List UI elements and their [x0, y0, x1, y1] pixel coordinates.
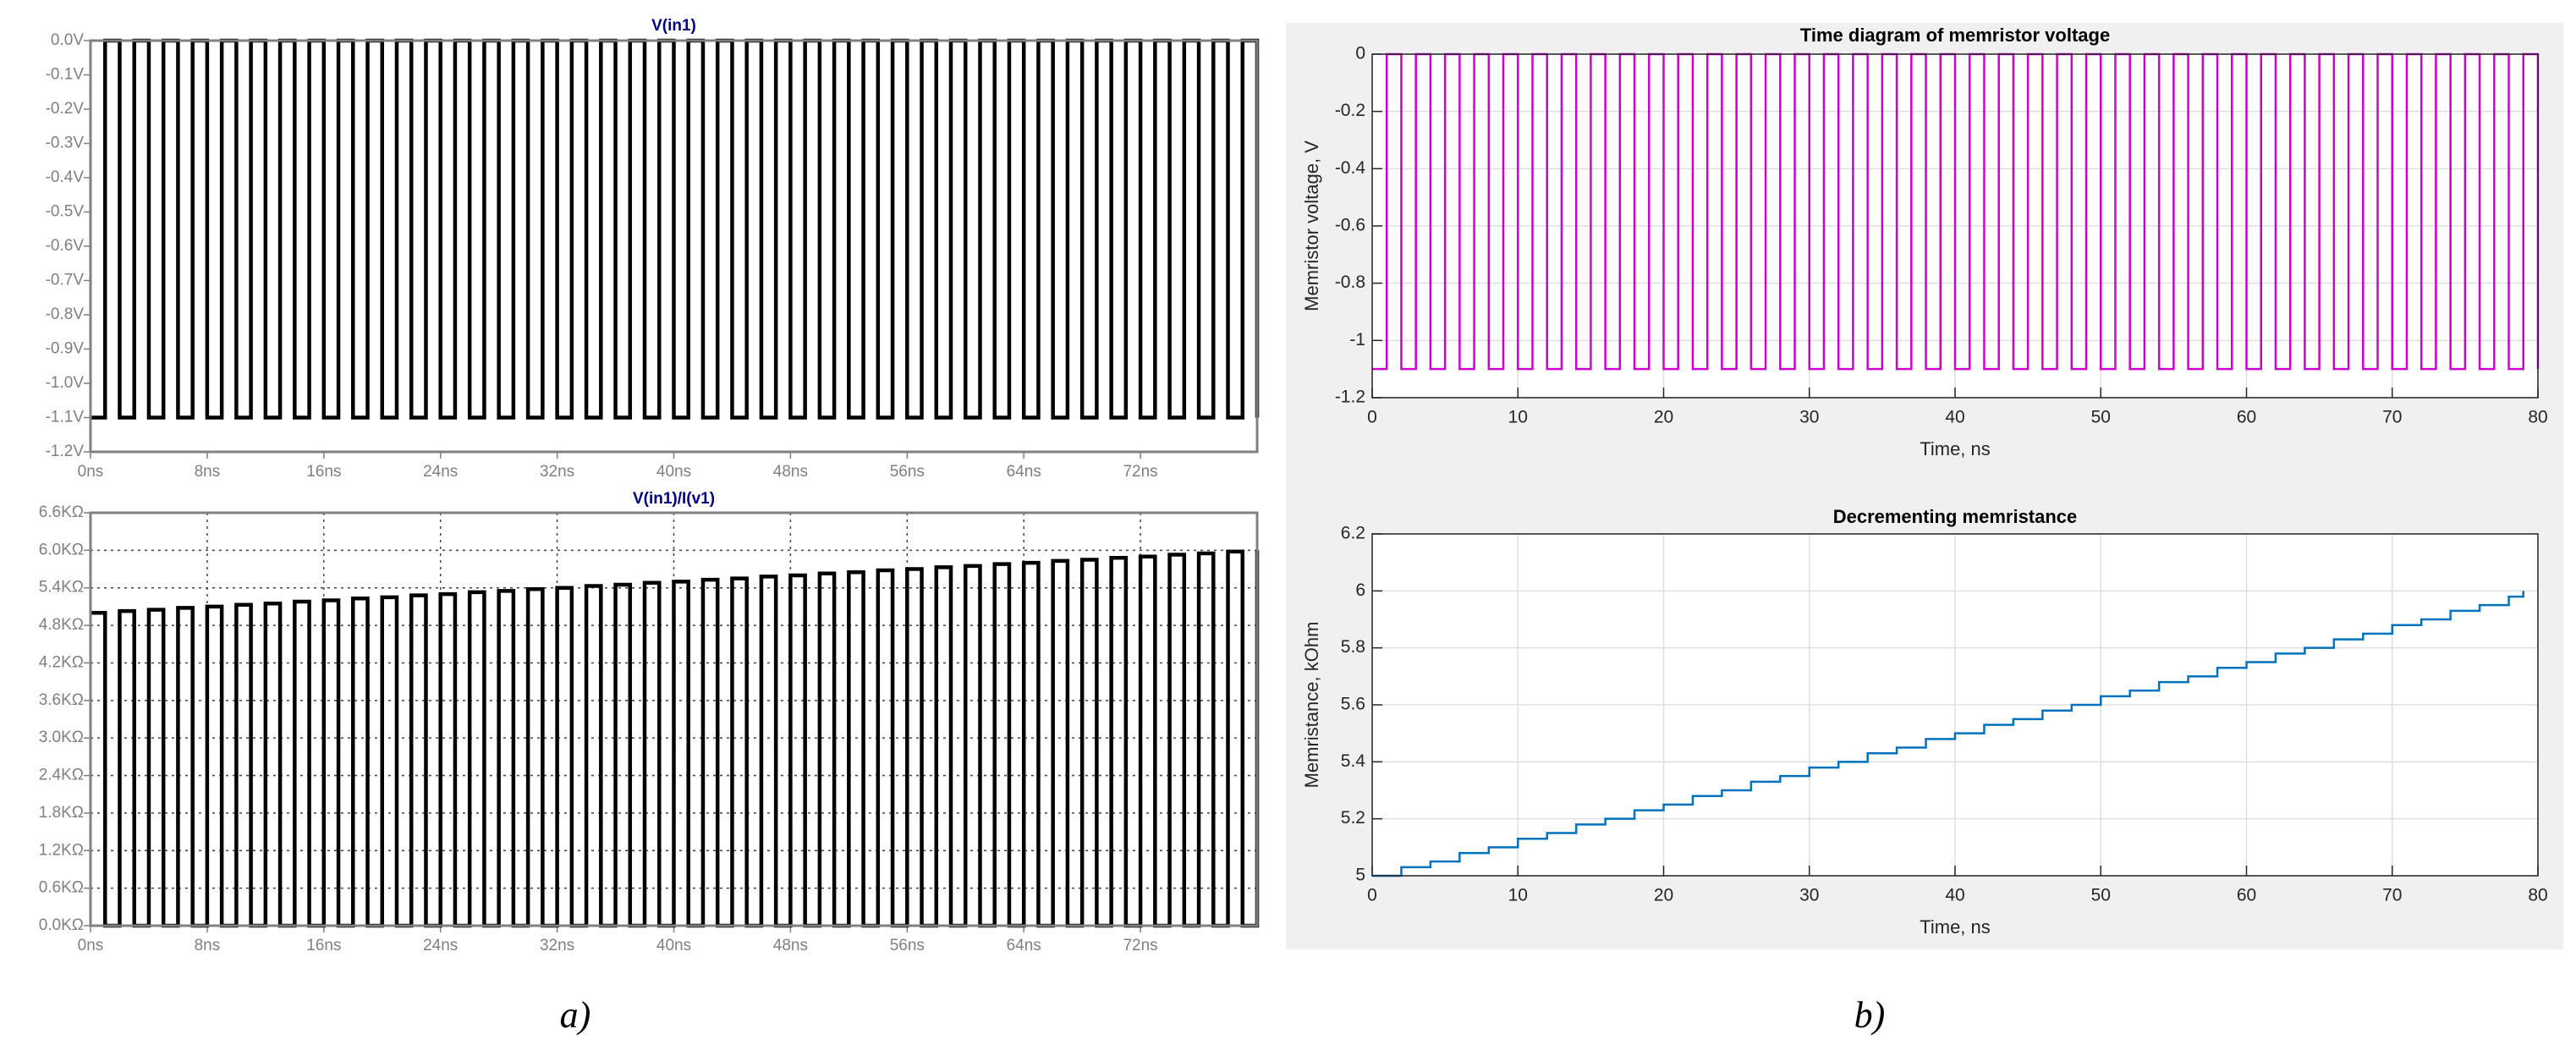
y-tick-label: -0.2V: [46, 100, 85, 118]
y-axis-label: Memristor voltage, V: [1301, 140, 1322, 311]
x-tick-label: 60: [2237, 886, 2256, 905]
y-tick-label: 1.8KΩ: [39, 804, 84, 822]
chart-title: Decrementing memristance: [1833, 506, 2078, 527]
x-tick-label: 24ns: [423, 937, 458, 954]
y-tick-label: 5.2: [1341, 808, 1365, 828]
x-axis-label: Time, ns: [1920, 438, 1991, 459]
x-tick-label: 56ns: [890, 463, 925, 481]
x-tick-label: 40ns: [656, 463, 691, 481]
y-axis-label: Memristance, kOhm: [1301, 622, 1322, 789]
y-tick-label: 6: [1355, 580, 1365, 600]
x-tick-label: 80: [2528, 408, 2547, 427]
y-tick-label: 0.0KΩ: [39, 916, 84, 934]
y-tick-label: 4.2KΩ: [39, 653, 84, 671]
x-tick-label: 60: [2237, 408, 2256, 427]
x-tick-label: 40: [1945, 408, 1964, 427]
y-tick-label: 6.6KΩ: [39, 503, 84, 521]
data-line: [1372, 591, 2525, 877]
y-tick-label: 3.6KΩ: [39, 691, 84, 709]
x-tick-label: 0ns: [78, 937, 104, 954]
x-tick-label: 20: [1654, 408, 1673, 427]
x-tick-label: 16ns: [306, 937, 341, 954]
x-tick-label: 70: [2382, 408, 2402, 427]
y-tick-label: -0.7V: [46, 272, 85, 289]
y-tick-label: -0.6: [1335, 216, 1365, 235]
plot-frame: [1371, 533, 2539, 877]
y-tick-label: 5.6: [1341, 695, 1365, 714]
x-tick-label: 50: [2091, 408, 2111, 427]
x-tick-label: 30: [1799, 408, 1819, 427]
y-tick-label: -0.8V: [46, 305, 85, 323]
x-tick-label: 80: [2528, 886, 2547, 905]
x-axis-label: Time, ns: [1920, 916, 1991, 938]
x-tick-label: 50: [2091, 886, 2111, 905]
y-tick-label: -1: [1349, 330, 1365, 349]
y-tick-label: -1.0V: [46, 374, 85, 392]
y-tick-label: 3.0KΩ: [39, 729, 84, 746]
y-tick-label: -1.2V: [46, 443, 85, 460]
x-tick-label: 32ns: [540, 463, 574, 481]
x-tick-label: 10: [1508, 408, 1528, 427]
y-tick-label: 2.4KΩ: [39, 767, 84, 784]
y-tick-label: 0.6KΩ: [39, 879, 84, 897]
chart-title: V(in1): [651, 17, 696, 35]
y-tick-label: 4.8KΩ: [39, 616, 84, 634]
y-tick-label: 6.0KΩ: [39, 541, 84, 558]
y-tick-label: 1.2KΩ: [39, 841, 84, 859]
data-line: [1372, 52, 2540, 371]
y-tick-label: -0.5V: [46, 203, 85, 221]
y-tick-label: -0.2: [1335, 101, 1365, 120]
y-tick-label: 6.2: [1341, 524, 1365, 543]
y-tick-label: -0.4V: [46, 168, 85, 186]
y-tick-label: -0.4: [1335, 158, 1366, 178]
plot-frame: [89, 511, 1259, 927]
x-tick-label: 24ns: [423, 463, 458, 481]
y-tick-label: -1.2: [1335, 388, 1365, 407]
x-tick-label: 70: [2382, 886, 2402, 905]
y-tick-label: -0.8: [1335, 272, 1365, 292]
panel-label: b): [1854, 994, 1886, 1036]
x-tick-label: 0: [1367, 886, 1377, 905]
y-tick-label: 0: [1355, 44, 1365, 63]
y-tick-label: 0.0V: [51, 31, 84, 49]
y-tick-label: -0.9V: [46, 340, 85, 358]
y-tick-label: -0.6V: [46, 237, 85, 255]
x-tick-label: 40: [1945, 886, 1964, 905]
y-tick-label: -0.1V: [46, 66, 85, 84]
x-tick-label: 48ns: [773, 937, 808, 954]
y-tick-label: -1.1V: [46, 409, 85, 426]
chart-title: Time diagram of memristor voltage: [1800, 25, 2110, 46]
x-tick-label: 40ns: [656, 937, 691, 954]
chart-title: V(in1)/I(v1): [633, 490, 715, 508]
y-tick-label: 5.4KΩ: [39, 579, 84, 597]
panel-label: a): [560, 994, 591, 1036]
x-tick-label: 8ns: [195, 937, 221, 954]
y-tick-label: 5.4: [1341, 751, 1366, 771]
x-tick-label: 0: [1367, 408, 1377, 427]
x-tick-label: 64ns: [1007, 463, 1041, 481]
x-tick-label: 20: [1654, 886, 1673, 905]
x-tick-label: 8ns: [195, 463, 221, 481]
x-tick-label: 64ns: [1007, 937, 1041, 954]
x-tick-label: 16ns: [306, 463, 341, 481]
y-tick-label: 5.8: [1341, 637, 1365, 657]
x-tick-label: 0ns: [78, 463, 104, 481]
x-tick-label: 48ns: [773, 463, 808, 481]
y-tick-label: -0.3V: [46, 135, 85, 152]
x-tick-label: 10: [1508, 886, 1528, 905]
x-tick-label: 32ns: [540, 937, 574, 954]
x-tick-label: 72ns: [1123, 937, 1157, 954]
data-line: [91, 549, 1260, 928]
plot-frame: [1371, 53, 2539, 399]
x-tick-label: 30: [1799, 886, 1819, 905]
x-tick-label: 56ns: [890, 937, 925, 954]
data-line: [91, 38, 1260, 420]
x-tick-label: 72ns: [1123, 463, 1157, 481]
plot-frame: [89, 39, 1259, 454]
y-tick-label: 5: [1355, 866, 1365, 885]
